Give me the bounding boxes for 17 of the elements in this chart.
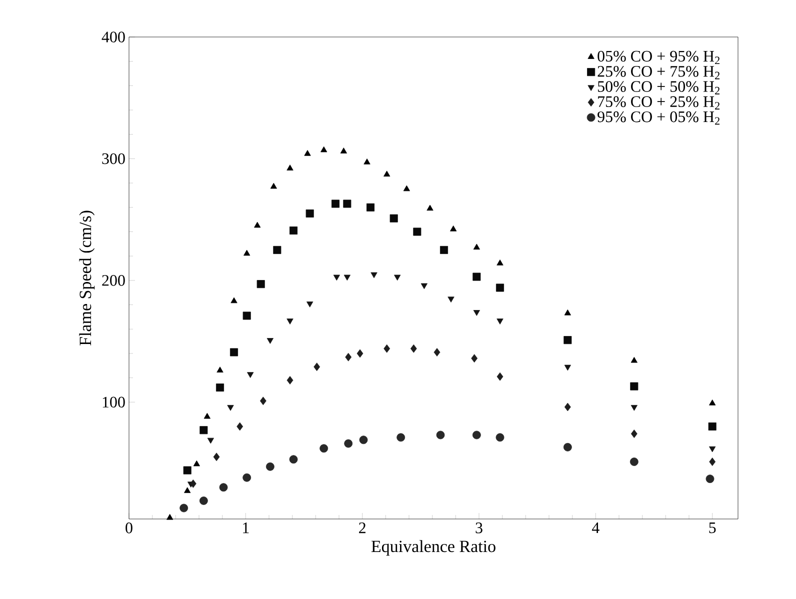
y-tick-label: 400	[102, 32, 125, 42]
x-tick-label: 4	[592, 522, 600, 534]
y-axis-title: Flame Speed (cm/s)	[79, 210, 95, 346]
x-axis-title: Equivalence Ratio	[371, 540, 496, 556]
x-tick-label: 3	[476, 522, 482, 534]
x-tick-label: 2	[359, 522, 366, 534]
x-tick-label: 1	[243, 522, 249, 534]
legend-label: 05% CO + 95% H$_{2}$	[598, 50, 720, 64]
x-tick-label: 0	[126, 522, 132, 534]
y-tick-label: 200	[102, 275, 125, 286]
legend-label: 50% CO + 50% H$_{2}$	[598, 81, 720, 94]
x-tick-label: 5	[709, 522, 716, 534]
legend-label: 25% CO + 75% H$_{2}$	[598, 66, 720, 80]
legend-label: 75% CO + 25% H$_{2}$	[598, 96, 720, 110]
y-tick-label: 300	[102, 153, 125, 164]
legend-label: 95% CO + 05% H$_{2}$	[598, 111, 720, 125]
y-tick-label: 100	[102, 396, 125, 408]
